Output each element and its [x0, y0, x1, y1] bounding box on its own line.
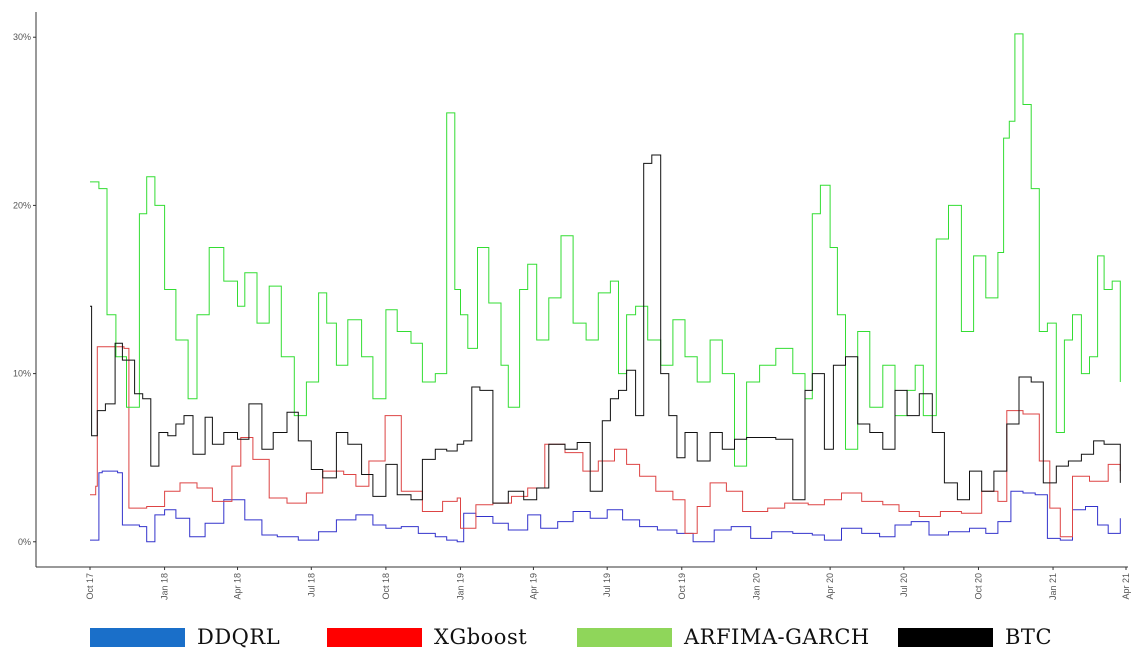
legend-swatch-btc [898, 627, 993, 647]
x-tick-label: Apr 18 [233, 573, 243, 600]
legend-item-btc: BTC [898, 625, 1053, 649]
y-tick-label: 10% [13, 369, 31, 379]
y-tick-label: 20% [13, 200, 31, 210]
x-tick-label: Oct 19 [677, 573, 687, 600]
x-tick-label: Oct 17 [85, 573, 95, 600]
series-line-btc [90, 154, 1121, 504]
legend-item-ddqrl: DDQRL [90, 625, 281, 649]
legend-item-arfima-garch: ARFIMA-GARCH [577, 625, 870, 649]
legend-label-xgboost: XGboost [434, 625, 528, 649]
line-chart: 0%10%20%30% Oct 17 Jan 18 Apr 18 Jul 18 Oct … [13, 12, 1131, 600]
x-tick-label: Oct 18 [381, 573, 391, 600]
x-tick-label: Jan 18 [160, 573, 170, 600]
x-tick-label: Jul 20 [899, 573, 909, 597]
x-tick-label: Apr 21 [1121, 573, 1131, 600]
x-tick-label: Apr 20 [825, 573, 835, 600]
legend-label-ddqrl: DDQRL [197, 625, 281, 649]
x-tick-label: Oct 20 [973, 573, 983, 600]
legend-swatch-arfima-garch [577, 627, 672, 647]
legend-item-xgboost: XGboost [327, 625, 528, 649]
x-tick-label: Jan 20 [751, 573, 761, 600]
legend: DDQRL XGboost ARFIMA-GARCH BTC [0, 618, 1137, 650]
series-lines [90, 33, 1121, 543]
y-tick-label: 30% [13, 32, 31, 42]
series-line-ddqrl [90, 470, 1121, 543]
series-line-xgboost [90, 346, 1121, 538]
legend-swatch-ddqrl [90, 627, 185, 647]
legend-label-arfima-garch: ARFIMA-GARCH [684, 625, 870, 649]
x-axis: Oct 17 Jan 18 Apr 18 Jul 18 Oct 18 Jan 19 Apr … [36, 566, 1131, 600]
legend-label-btc: BTC [1005, 625, 1053, 649]
y-axis: 0% 10% 20% 30% [13, 12, 37, 567]
x-tick-label: Apr 19 [528, 573, 538, 600]
x-tick-label: Jan 19 [455, 573, 465, 600]
series-line-arfima-garch [90, 33, 1121, 467]
y-tick-label: 0% [18, 537, 31, 547]
x-tick-label: Jul 18 [306, 573, 316, 597]
legend-swatch-xgboost [327, 627, 422, 647]
x-tick-label: Jan 21 [1048, 573, 1058, 600]
x-tick-label: Jul 19 [602, 573, 612, 597]
